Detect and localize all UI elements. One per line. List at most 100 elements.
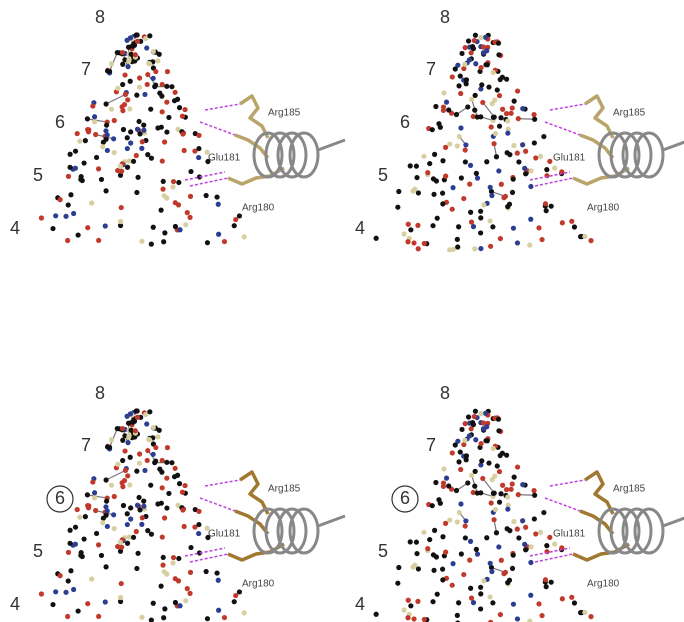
atom bbox=[177, 603, 183, 609]
atom bbox=[231, 599, 237, 605]
atom bbox=[157, 466, 163, 472]
atom bbox=[478, 606, 484, 612]
atom bbox=[415, 566, 422, 572]
atom bbox=[532, 492, 538, 498]
helix-end bbox=[317, 138, 346, 152]
atom bbox=[484, 438, 490, 444]
atom bbox=[488, 619, 494, 622]
atom bbox=[196, 132, 202, 138]
atom bbox=[180, 507, 186, 513]
atom bbox=[68, 568, 74, 574]
atom bbox=[552, 541, 558, 547]
atom bbox=[455, 62, 461, 68]
atom bbox=[169, 460, 175, 466]
atom bbox=[474, 114, 480, 120]
atom bbox=[72, 541, 79, 547]
atom bbox=[128, 505, 134, 511]
atom bbox=[486, 84, 492, 90]
atom bbox=[159, 109, 165, 115]
atom bbox=[196, 174, 203, 180]
atom bbox=[571, 224, 578, 230]
level-label: 8 bbox=[95, 383, 105, 403]
residue-label: Arg180 bbox=[242, 579, 275, 590]
atom bbox=[148, 241, 154, 247]
atom bbox=[458, 90, 464, 97]
atom bbox=[491, 490, 497, 496]
atom bbox=[478, 86, 484, 92]
atom bbox=[192, 524, 198, 530]
atom bbox=[133, 528, 139, 535]
atom bbox=[440, 577, 446, 583]
h-bond bbox=[184, 547, 226, 557]
atom bbox=[458, 466, 464, 473]
helix-turn bbox=[276, 507, 308, 555]
atom bbox=[411, 616, 417, 622]
level-label: 4 bbox=[355, 594, 365, 614]
atom bbox=[236, 589, 243, 595]
atom bbox=[90, 103, 96, 109]
atom bbox=[187, 569, 194, 575]
atom bbox=[505, 118, 511, 124]
atom bbox=[162, 230, 168, 236]
atom bbox=[463, 453, 470, 459]
bond bbox=[87, 494, 108, 499]
atom bbox=[461, 571, 467, 578]
atom bbox=[478, 230, 484, 236]
atom bbox=[449, 582, 455, 588]
atom bbox=[539, 612, 545, 619]
atom bbox=[523, 524, 529, 530]
atom bbox=[471, 413, 477, 420]
atom bbox=[527, 242, 533, 248]
atom bbox=[496, 544, 502, 550]
atom bbox=[118, 580, 124, 587]
atom bbox=[164, 99, 170, 105]
atom bbox=[496, 168, 502, 174]
atom bbox=[75, 608, 81, 614]
atom bbox=[528, 216, 534, 222]
atom bbox=[543, 584, 549, 590]
atom bbox=[150, 75, 156, 81]
atom bbox=[470, 419, 476, 426]
h-bond bbox=[529, 547, 571, 557]
atom bbox=[111, 512, 117, 518]
atom bbox=[465, 38, 472, 44]
atom bbox=[465, 414, 472, 420]
bond bbox=[105, 469, 126, 481]
atom bbox=[108, 482, 115, 488]
atom bbox=[89, 200, 95, 206]
atom bbox=[482, 410, 489, 416]
bond bbox=[518, 118, 535, 120]
atom bbox=[430, 176, 437, 182]
atom bbox=[468, 209, 474, 215]
atom bbox=[192, 148, 198, 154]
atom bbox=[169, 84, 175, 90]
atom bbox=[421, 616, 427, 622]
atom bbox=[159, 457, 165, 464]
atom bbox=[429, 127, 435, 133]
atom bbox=[459, 50, 465, 57]
atom bbox=[125, 97, 131, 103]
bond bbox=[482, 478, 495, 494]
atom bbox=[401, 231, 407, 237]
atom bbox=[430, 223, 436, 229]
atom bbox=[170, 184, 176, 190]
atom bbox=[179, 489, 186, 495]
atom bbox=[134, 502, 141, 508]
atom bbox=[137, 451, 143, 457]
atom bbox=[170, 178, 177, 185]
atom bbox=[491, 141, 497, 147]
atom bbox=[531, 140, 537, 146]
atom bbox=[102, 223, 108, 229]
atom bbox=[470, 600, 477, 606]
atom bbox=[103, 512, 109, 518]
atom bbox=[141, 503, 147, 509]
atom bbox=[434, 591, 440, 597]
atom bbox=[146, 436, 152, 442]
atom bbox=[159, 534, 165, 540]
atom bbox=[172, 465, 178, 471]
h-bond bbox=[189, 553, 229, 563]
atom bbox=[65, 578, 71, 584]
atom bbox=[196, 530, 202, 537]
atom bbox=[137, 131, 143, 137]
level-label: 6 bbox=[400, 112, 410, 132]
